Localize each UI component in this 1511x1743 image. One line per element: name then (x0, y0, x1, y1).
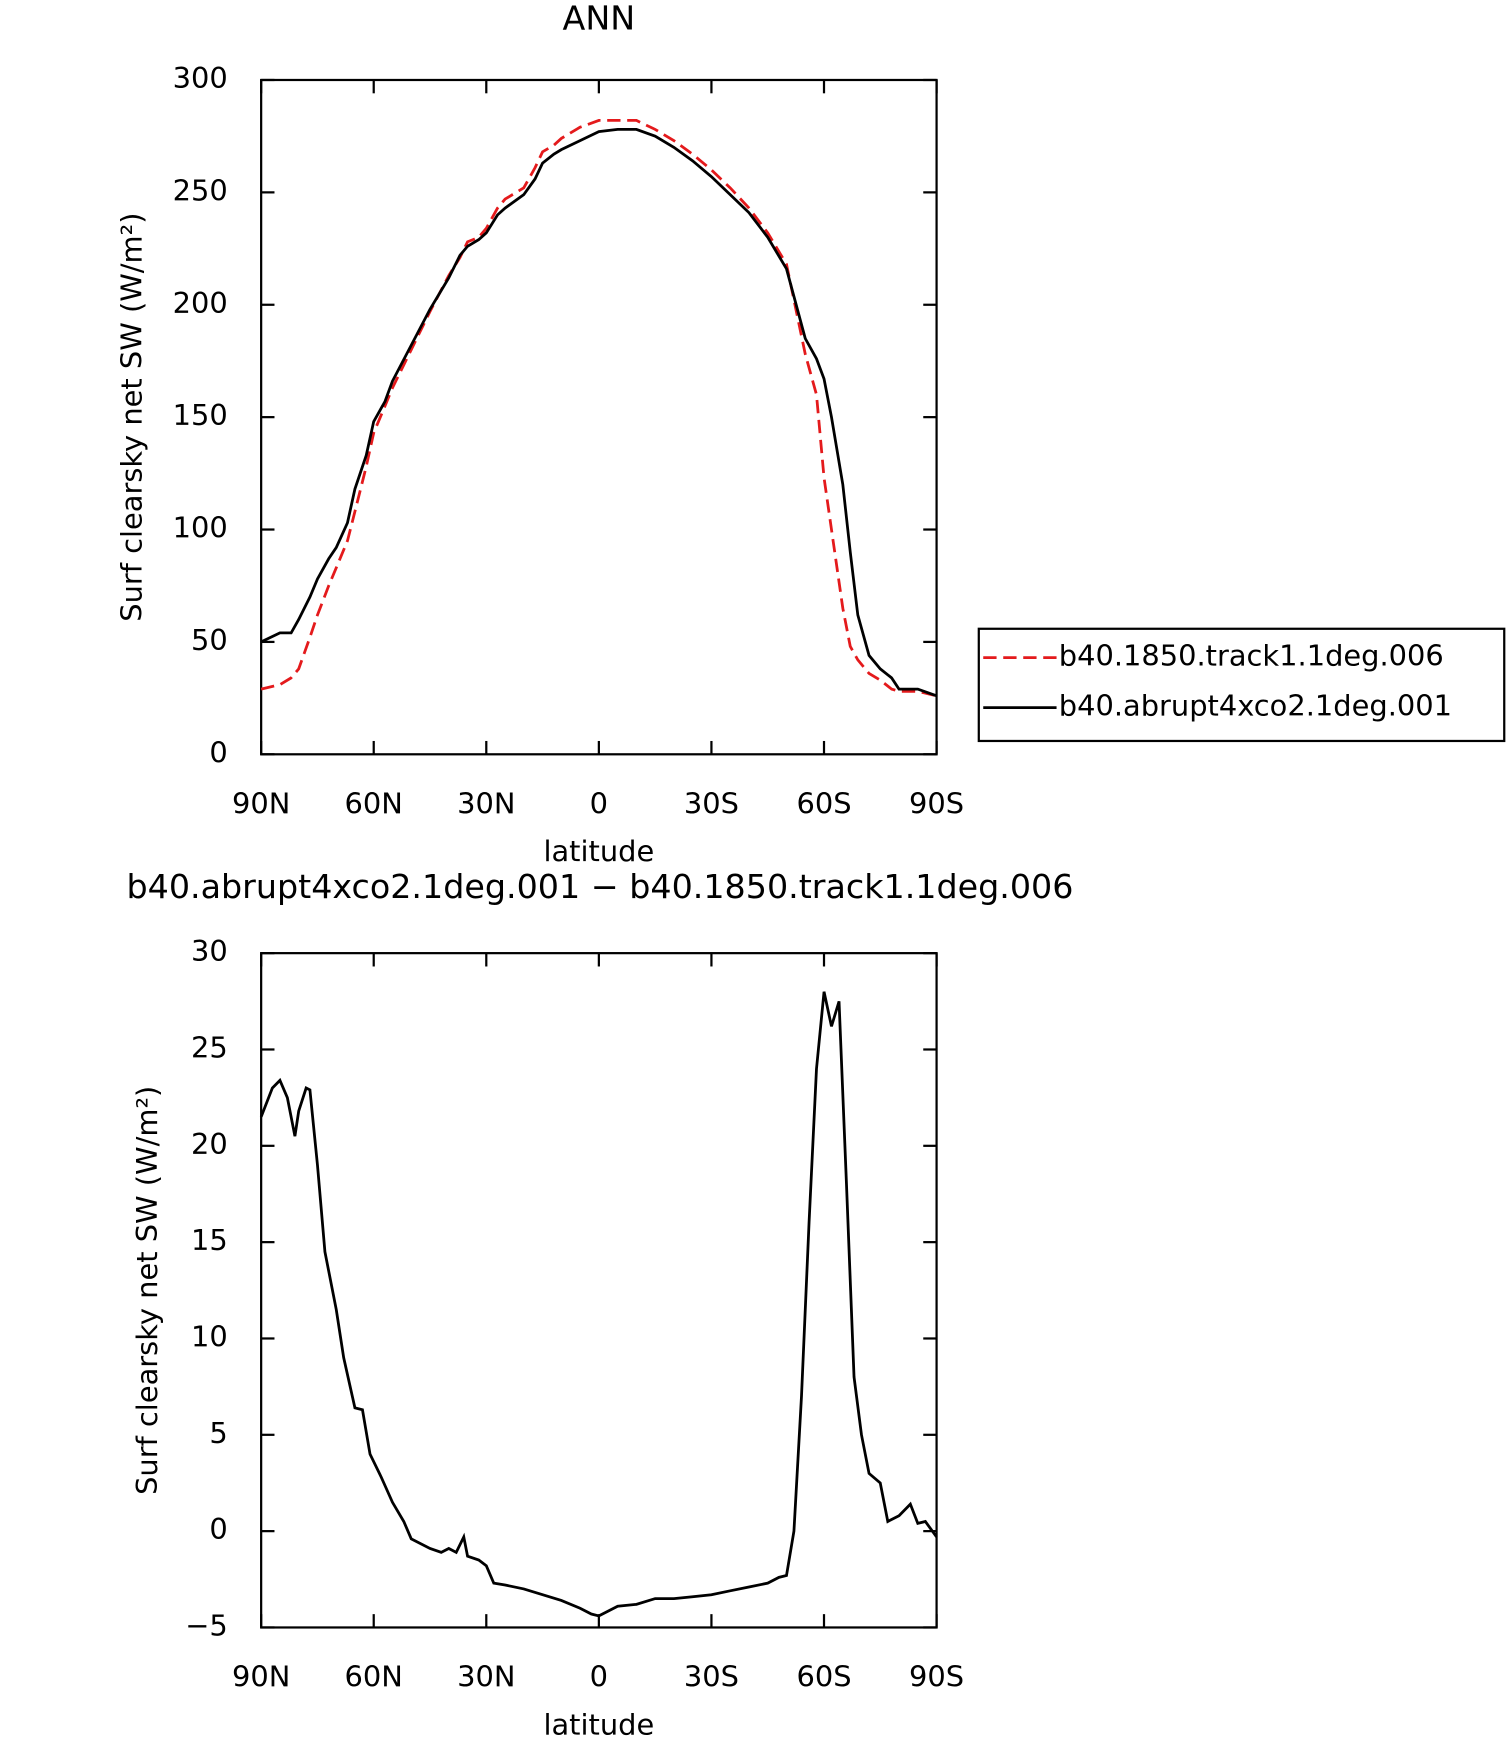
x-tick-label: 60S (796, 786, 851, 820)
y-tick-label: 30 (191, 934, 228, 968)
legend-label: b40.abrupt4xco2.1deg.001 (1059, 689, 1452, 723)
y-tick-label: 250 (173, 173, 228, 207)
x-tick-label: 60N (345, 786, 403, 820)
plot-frame (260, 952, 938, 1629)
y-tick-label: 50 (191, 623, 228, 657)
plot-frame (260, 78, 938, 756)
y-tick-label: 5 (209, 1416, 227, 1450)
x-tick-label: 30S (684, 1660, 739, 1694)
data-line (260, 119, 937, 698)
x-axis-label: latitude (543, 834, 654, 868)
y-tick-label: −5 (185, 1608, 228, 1642)
y-axis-label: Surf clearsky net SW (W/m²) (114, 213, 148, 622)
x-tick-label: 30N (457, 1660, 515, 1694)
y-tick-label: 10 (191, 1319, 228, 1353)
y-tick-label: 300 (173, 61, 228, 95)
x-tick-label: 0 (590, 1660, 608, 1694)
chart-title: ANN (563, 0, 636, 37)
x-tick-label: 0 (590, 786, 608, 820)
x-axis-label: latitude (543, 1707, 654, 1741)
x-tick-label: 30N (457, 786, 515, 820)
y-axis-label: Surf clearsky net SW (W/m²) (130, 1086, 164, 1495)
x-tick-label: 60N (345, 1660, 403, 1694)
y-tick-label: 25 (191, 1030, 228, 1064)
x-tick-label: 90N (232, 1660, 290, 1694)
y-tick-label: 200 (173, 286, 228, 320)
y-tick-label: 150 (173, 398, 228, 432)
chart-title: b40.abrupt4xco2.1deg.001 − b40.1850.trac… (126, 867, 1073, 906)
data-line (259, 991, 938, 1618)
x-tick-label: 30S (684, 786, 739, 820)
y-tick-label: 100 (173, 511, 228, 545)
y-tick-label: 15 (191, 1223, 228, 1257)
legend-box (977, 627, 1506, 743)
y-tick-label: 20 (191, 1127, 228, 1161)
x-tick-label: 90S (909, 786, 964, 820)
y-tick-label: 0 (209, 1512, 227, 1546)
data-line (260, 128, 938, 698)
x-tick-label: 90S (909, 1660, 964, 1694)
x-tick-label: 90N (232, 786, 290, 820)
x-tick-label: 60S (796, 1660, 851, 1694)
y-tick-label: 0 (209, 735, 227, 769)
legend-label: b40.1850.track1.1deg.006 (1059, 639, 1444, 673)
